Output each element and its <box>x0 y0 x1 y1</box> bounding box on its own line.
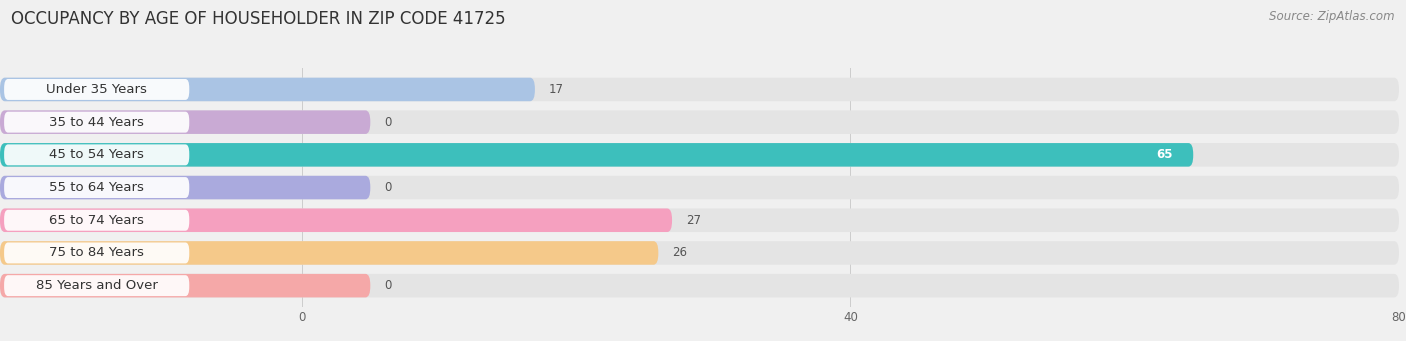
FancyBboxPatch shape <box>0 143 1194 167</box>
FancyBboxPatch shape <box>0 176 370 199</box>
Text: 26: 26 <box>672 247 688 260</box>
Text: 85 Years and Over: 85 Years and Over <box>35 279 157 292</box>
FancyBboxPatch shape <box>0 78 1399 101</box>
FancyBboxPatch shape <box>0 143 1399 167</box>
FancyBboxPatch shape <box>0 176 1399 199</box>
Text: 17: 17 <box>548 83 564 96</box>
Text: 65 to 74 Years: 65 to 74 Years <box>49 214 145 227</box>
Text: 0: 0 <box>384 116 391 129</box>
Text: 35 to 44 Years: 35 to 44 Years <box>49 116 145 129</box>
Text: 27: 27 <box>686 214 700 227</box>
Text: 45 to 54 Years: 45 to 54 Years <box>49 148 145 161</box>
FancyBboxPatch shape <box>4 275 190 296</box>
Text: 65: 65 <box>1156 148 1173 161</box>
FancyBboxPatch shape <box>4 242 190 263</box>
FancyBboxPatch shape <box>0 241 658 265</box>
FancyBboxPatch shape <box>0 208 672 232</box>
FancyBboxPatch shape <box>0 110 1399 134</box>
FancyBboxPatch shape <box>0 208 1399 232</box>
Text: Under 35 Years: Under 35 Years <box>46 83 148 96</box>
FancyBboxPatch shape <box>4 144 190 165</box>
Text: 0: 0 <box>384 279 391 292</box>
Text: 0: 0 <box>384 181 391 194</box>
FancyBboxPatch shape <box>4 112 190 133</box>
FancyBboxPatch shape <box>0 241 1399 265</box>
Text: 75 to 84 Years: 75 to 84 Years <box>49 247 145 260</box>
Text: Source: ZipAtlas.com: Source: ZipAtlas.com <box>1270 10 1395 23</box>
FancyBboxPatch shape <box>4 210 190 231</box>
FancyBboxPatch shape <box>4 79 190 100</box>
Text: OCCUPANCY BY AGE OF HOUSEHOLDER IN ZIP CODE 41725: OCCUPANCY BY AGE OF HOUSEHOLDER IN ZIP C… <box>11 10 506 28</box>
FancyBboxPatch shape <box>0 274 1399 297</box>
FancyBboxPatch shape <box>0 274 370 297</box>
FancyBboxPatch shape <box>4 177 190 198</box>
FancyBboxPatch shape <box>0 78 534 101</box>
Text: 55 to 64 Years: 55 to 64 Years <box>49 181 145 194</box>
FancyBboxPatch shape <box>0 110 370 134</box>
